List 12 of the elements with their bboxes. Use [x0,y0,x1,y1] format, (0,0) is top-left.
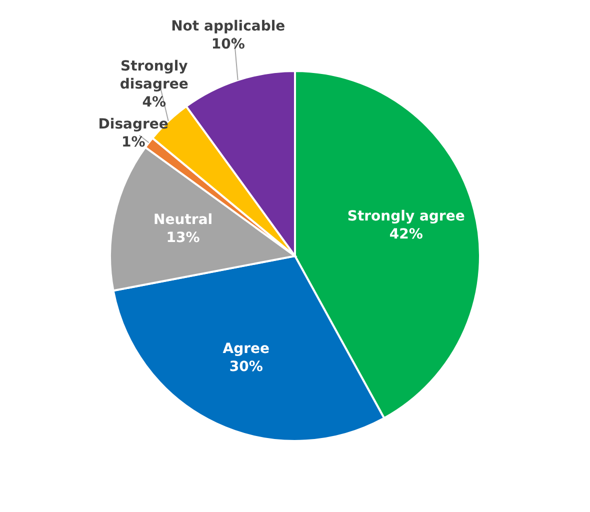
slice-label: Strongly agree [347,208,465,224]
slice-label: Disagree [98,116,168,132]
slice-label: Strongly disagree [120,58,188,92]
slice-label: Neutral [154,212,213,228]
data-label: 4% [142,94,166,110]
data-label: 42% [389,226,423,242]
slice-label: Not applicable [171,18,286,34]
slice-label: Agree [222,340,270,357]
data-label: 30% [229,358,263,375]
data-label: 1% [121,134,146,150]
data-label: 10% [211,36,245,52]
data-label: 13% [166,230,200,246]
